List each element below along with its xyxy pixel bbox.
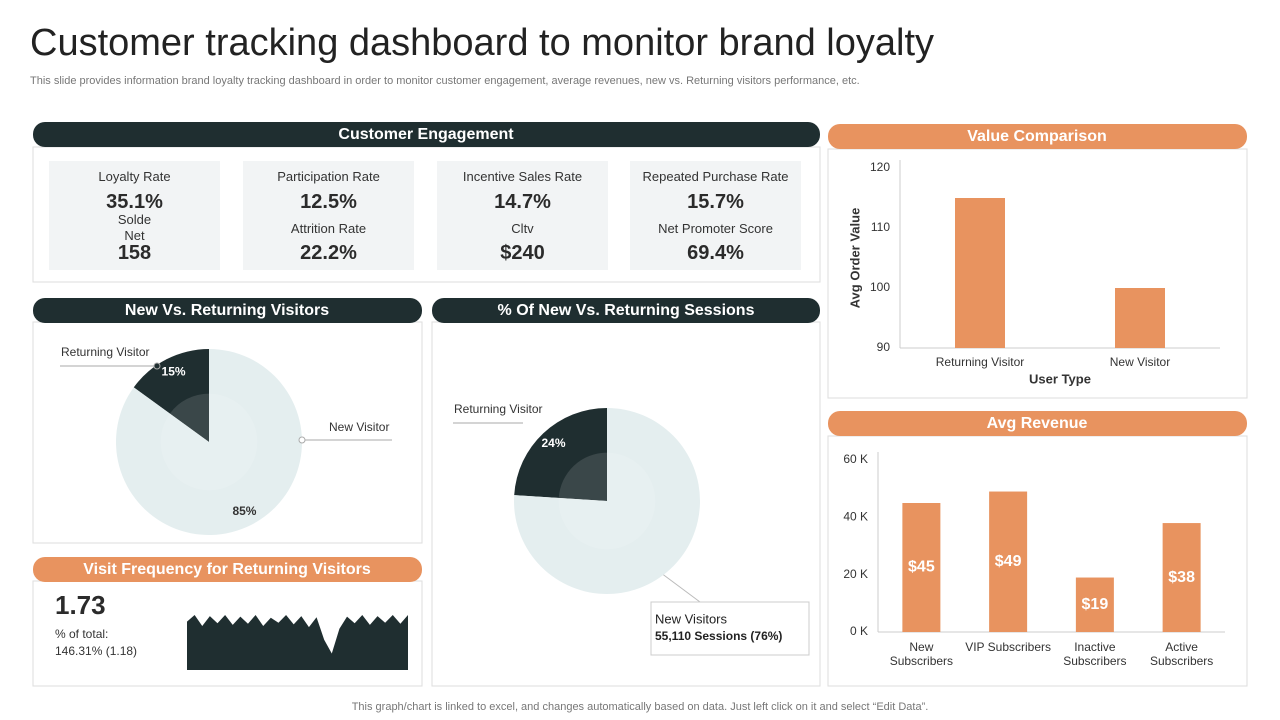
- y-axis-label: Avg Order Value: [847, 208, 862, 309]
- kpi-label: Repeated Purchase Rate: [642, 169, 789, 184]
- kpi-value: $240: [500, 242, 545, 264]
- x-tick-label: New Subscribers: [889, 640, 954, 668]
- x-tick-label: Active Subscribers: [1149, 640, 1214, 668]
- panel-header: [432, 298, 820, 323]
- category-label: Returning Visitor: [454, 402, 543, 416]
- footer-note: This graph/chart is linked to excel, and…: [352, 701, 929, 713]
- kpi-label: Incentive Sales Rate: [462, 169, 583, 184]
- annotation-text: 55,110 Sessions (76%): [655, 629, 782, 643]
- value-label: $49: [995, 553, 1022, 570]
- kpi-label: Solde Net: [117, 212, 152, 243]
- leader-dot: [298, 436, 306, 444]
- panel-header: [828, 411, 1247, 436]
- y-tick-label: 120: [870, 160, 890, 174]
- kpi-card: Repeated Purchase Rate 15.7% Net Promote…: [630, 161, 801, 270]
- y-tick-label: 90: [877, 340, 891, 354]
- x-tick-label: Inactive Subscribers: [1063, 640, 1127, 668]
- kpi-label: Attrition Rate: [290, 221, 367, 236]
- value-label: $38: [1168, 569, 1195, 586]
- kpi-value: 158: [117, 242, 152, 264]
- pie-slice: [133, 349, 209, 442]
- pie-slice-inner: [160, 393, 258, 491]
- y-tick-label: 20 K: [843, 567, 868, 581]
- kpi-value: 35.1%: [106, 191, 163, 213]
- page-subtitle: This slide provides information brand lo…: [30, 75, 860, 87]
- value-label: 24%: [542, 436, 566, 450]
- bar: [955, 198, 1005, 348]
- value-label: 15%: [162, 365, 186, 379]
- pie-slice: [514, 408, 607, 501]
- y-tick-label: 100: [870, 280, 890, 294]
- y-tick-label: 110: [871, 220, 890, 234]
- annotation-title: New Visitors: [655, 611, 728, 626]
- panel-header: [33, 298, 422, 323]
- panel-header: [828, 124, 1247, 149]
- page-title: Customer tracking dashboard to monitor b…: [30, 22, 934, 64]
- panel-header: [33, 557, 422, 582]
- pie-slice: [514, 408, 700, 594]
- panel-title: Visit Frequency for Returning Visitors: [83, 561, 371, 578]
- area: [187, 615, 408, 670]
- x-tick-label: New Visitor: [1109, 355, 1171, 369]
- panel-title: Customer Engagement: [338, 126, 514, 143]
- kpi-value: 69.4%: [687, 242, 744, 264]
- value-label: $45: [908, 559, 935, 576]
- y-tick-label: 0 K: [850, 624, 868, 638]
- x-axis-label: User Type: [1029, 371, 1091, 386]
- value-label: 85%: [232, 504, 256, 518]
- panel-title: Avg Revenue: [987, 415, 1088, 432]
- kpi-label: Participation Rate: [277, 169, 380, 184]
- category-label: New Visitor: [329, 420, 389, 434]
- kpi-value: 12.5%: [300, 191, 357, 213]
- panel-title: % Of New Vs. Returning Sessions: [498, 302, 755, 319]
- bar: [902, 503, 941, 632]
- bar: [989, 491, 1028, 632]
- panel-header: [33, 122, 820, 147]
- x-tick-label: VIP Subscribers: [965, 640, 1052, 654]
- bar: [1162, 523, 1201, 632]
- leader-line: [656, 569, 701, 603]
- kpi-note: % of total:: [55, 627, 108, 641]
- bar: [1115, 288, 1165, 348]
- kpi-label: Loyalty Rate: [98, 169, 171, 184]
- annotation-box: [650, 601, 810, 656]
- value-label: $19: [1082, 596, 1109, 613]
- x-tick-label: Returning Visitor: [935, 355, 1025, 369]
- bar: [1075, 577, 1114, 632]
- kpi-label: Net Promoter Score: [658, 221, 773, 236]
- kpi-detail: 146.31% (1.18): [55, 644, 137, 658]
- kpi-value: 15.7%: [687, 191, 744, 213]
- kpi-label: Cltv: [511, 221, 534, 236]
- pie-slice-inner: [169, 393, 209, 442]
- y-tick-label: 40 K: [843, 510, 868, 524]
- kpi-value: 1.73: [55, 590, 106, 620]
- kpi-card: Participation Rate 12.5% Attrition Rate …: [243, 161, 414, 270]
- kpi-card: Incentive Sales Rate 14.7% Cltv $240: [437, 161, 608, 270]
- panel-title: Value Comparison: [967, 128, 1107, 145]
- pie-slice-inner: [558, 452, 656, 550]
- pie-slice-inner: [558, 452, 607, 501]
- kpi-value: 14.7%: [494, 191, 551, 213]
- kpi-card: Loyalty Rate 35.1% Solde Net 158: [49, 161, 220, 270]
- leader-dot: [153, 362, 161, 370]
- category-label: Returning Visitor: [61, 345, 150, 359]
- panel-title: New Vs. Returning Visitors: [125, 302, 329, 319]
- y-tick-label: 60 K: [843, 452, 868, 466]
- kpi-value: 22.2%: [300, 242, 357, 264]
- panel: [827, 148, 1248, 399]
- pie-slice: [115, 349, 302, 535]
